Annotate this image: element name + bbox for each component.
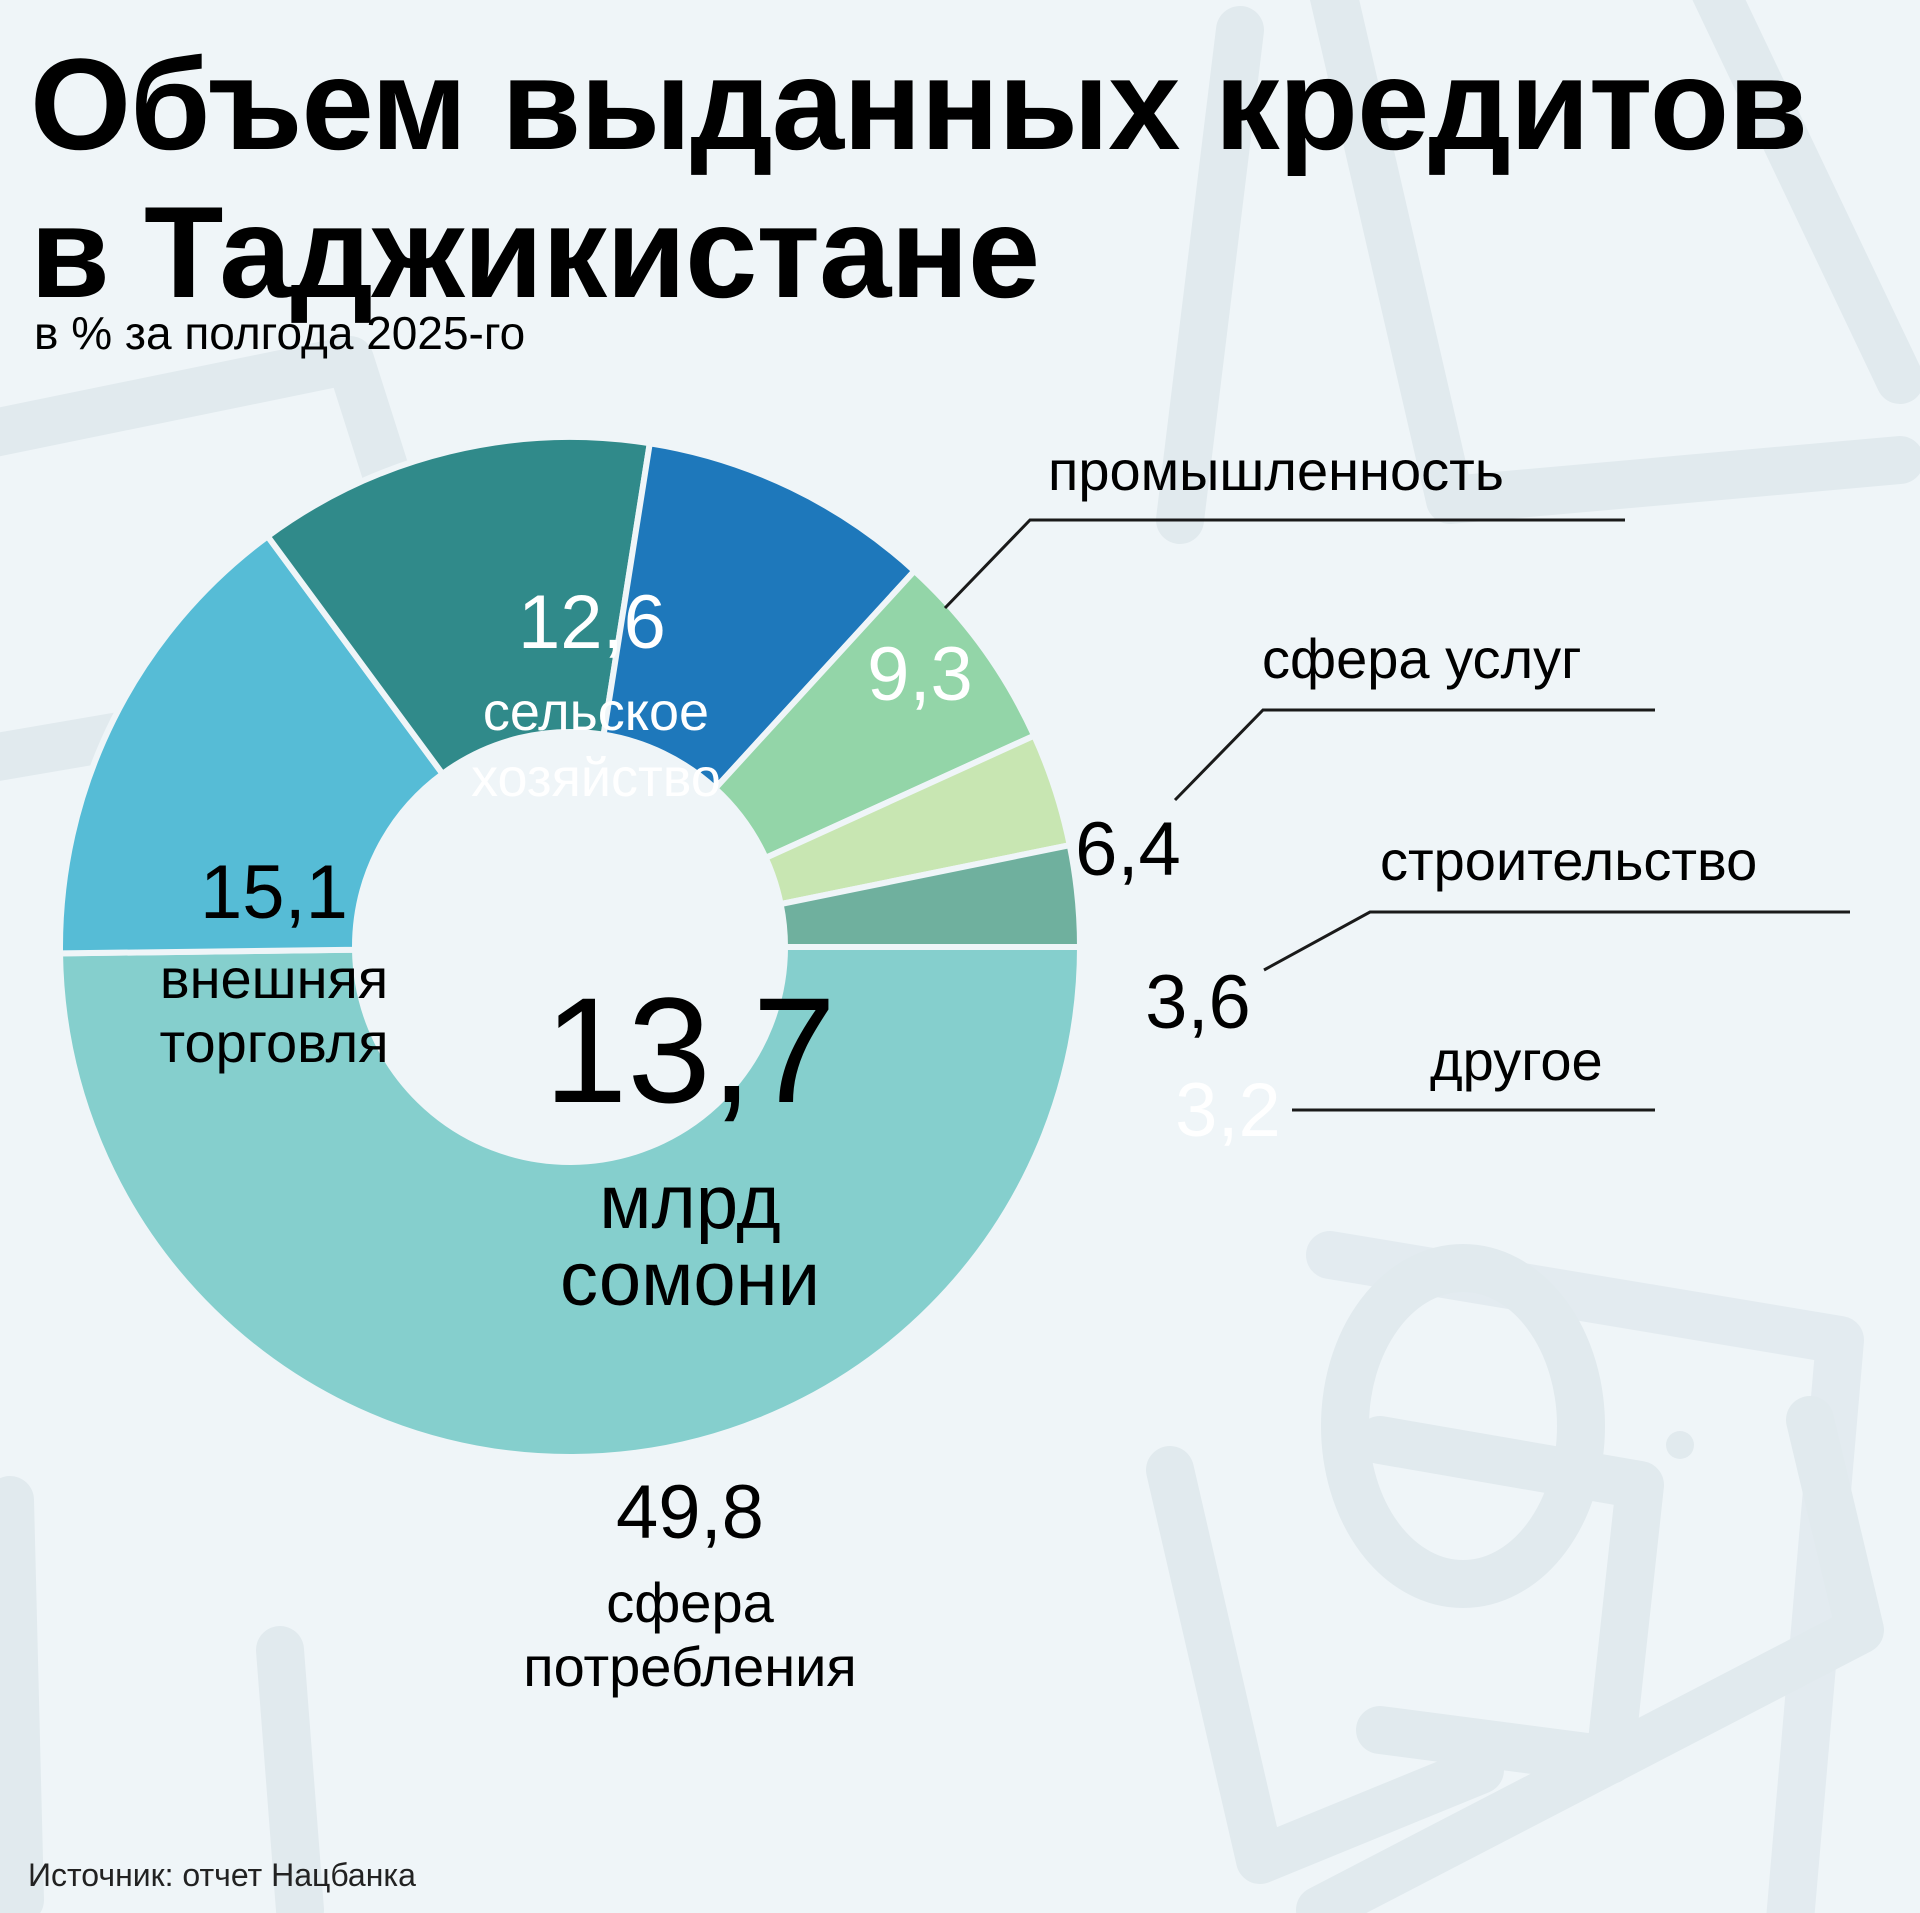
slice-agriculture[interactable] [263, 434, 654, 779]
title-line-2: в Таджикистане [30, 179, 1040, 325]
label-trade-2: торговля [159, 1011, 388, 1074]
center-total: 13,7 [544, 966, 836, 1134]
label-industry: промышленность [1048, 439, 1504, 502]
value-construction: 3,6 [1145, 960, 1251, 1045]
chart-subtitle: в % за полгода 2025-го [34, 307, 526, 359]
donut-hole [358, 735, 782, 1159]
value-agriculture: 12,6 [518, 580, 666, 665]
slice-other[interactable] [777, 841, 1084, 950]
value-other: 3,2 [1175, 1068, 1281, 1153]
label-consumer-1: сфера [606, 1571, 774, 1634]
title-line-1: Объем выданных кредитов [30, 31, 1808, 177]
slice-trade[interactable] [57, 532, 447, 957]
leader-construction [1263, 910, 1850, 972]
center-unit-line1: млрд [599, 1160, 780, 1245]
label-trade-1: внешняя [160, 947, 388, 1010]
chart-title: Объем выданных кредитов в Таджикистане [30, 30, 1808, 326]
label-other: другое [1430, 1029, 1603, 1092]
label-construction: строительство [1380, 829, 1757, 892]
leader-industry [943, 518, 1625, 610]
center-unit-line2: сомони [560, 1237, 820, 1322]
slice-consumer[interactable] [56, 944, 1084, 1460]
value-trade: 15,1 [200, 850, 348, 935]
label-consumer-2: потребления [523, 1635, 856, 1698]
label-agriculture-2: хозяйство [471, 748, 721, 808]
label-services: сфера услуг [1262, 627, 1582, 690]
slice-industry[interactable] [600, 439, 919, 793]
source-note: Источник: отчет Нацбанка [28, 1857, 416, 1893]
leader-services [1173, 708, 1655, 802]
label-agriculture-1: сельское [483, 682, 709, 742]
value-services: 6,4 [1075, 807, 1181, 892]
value-consumer: 49,8 [616, 1470, 764, 1555]
value-industry: 9,3 [867, 632, 973, 717]
